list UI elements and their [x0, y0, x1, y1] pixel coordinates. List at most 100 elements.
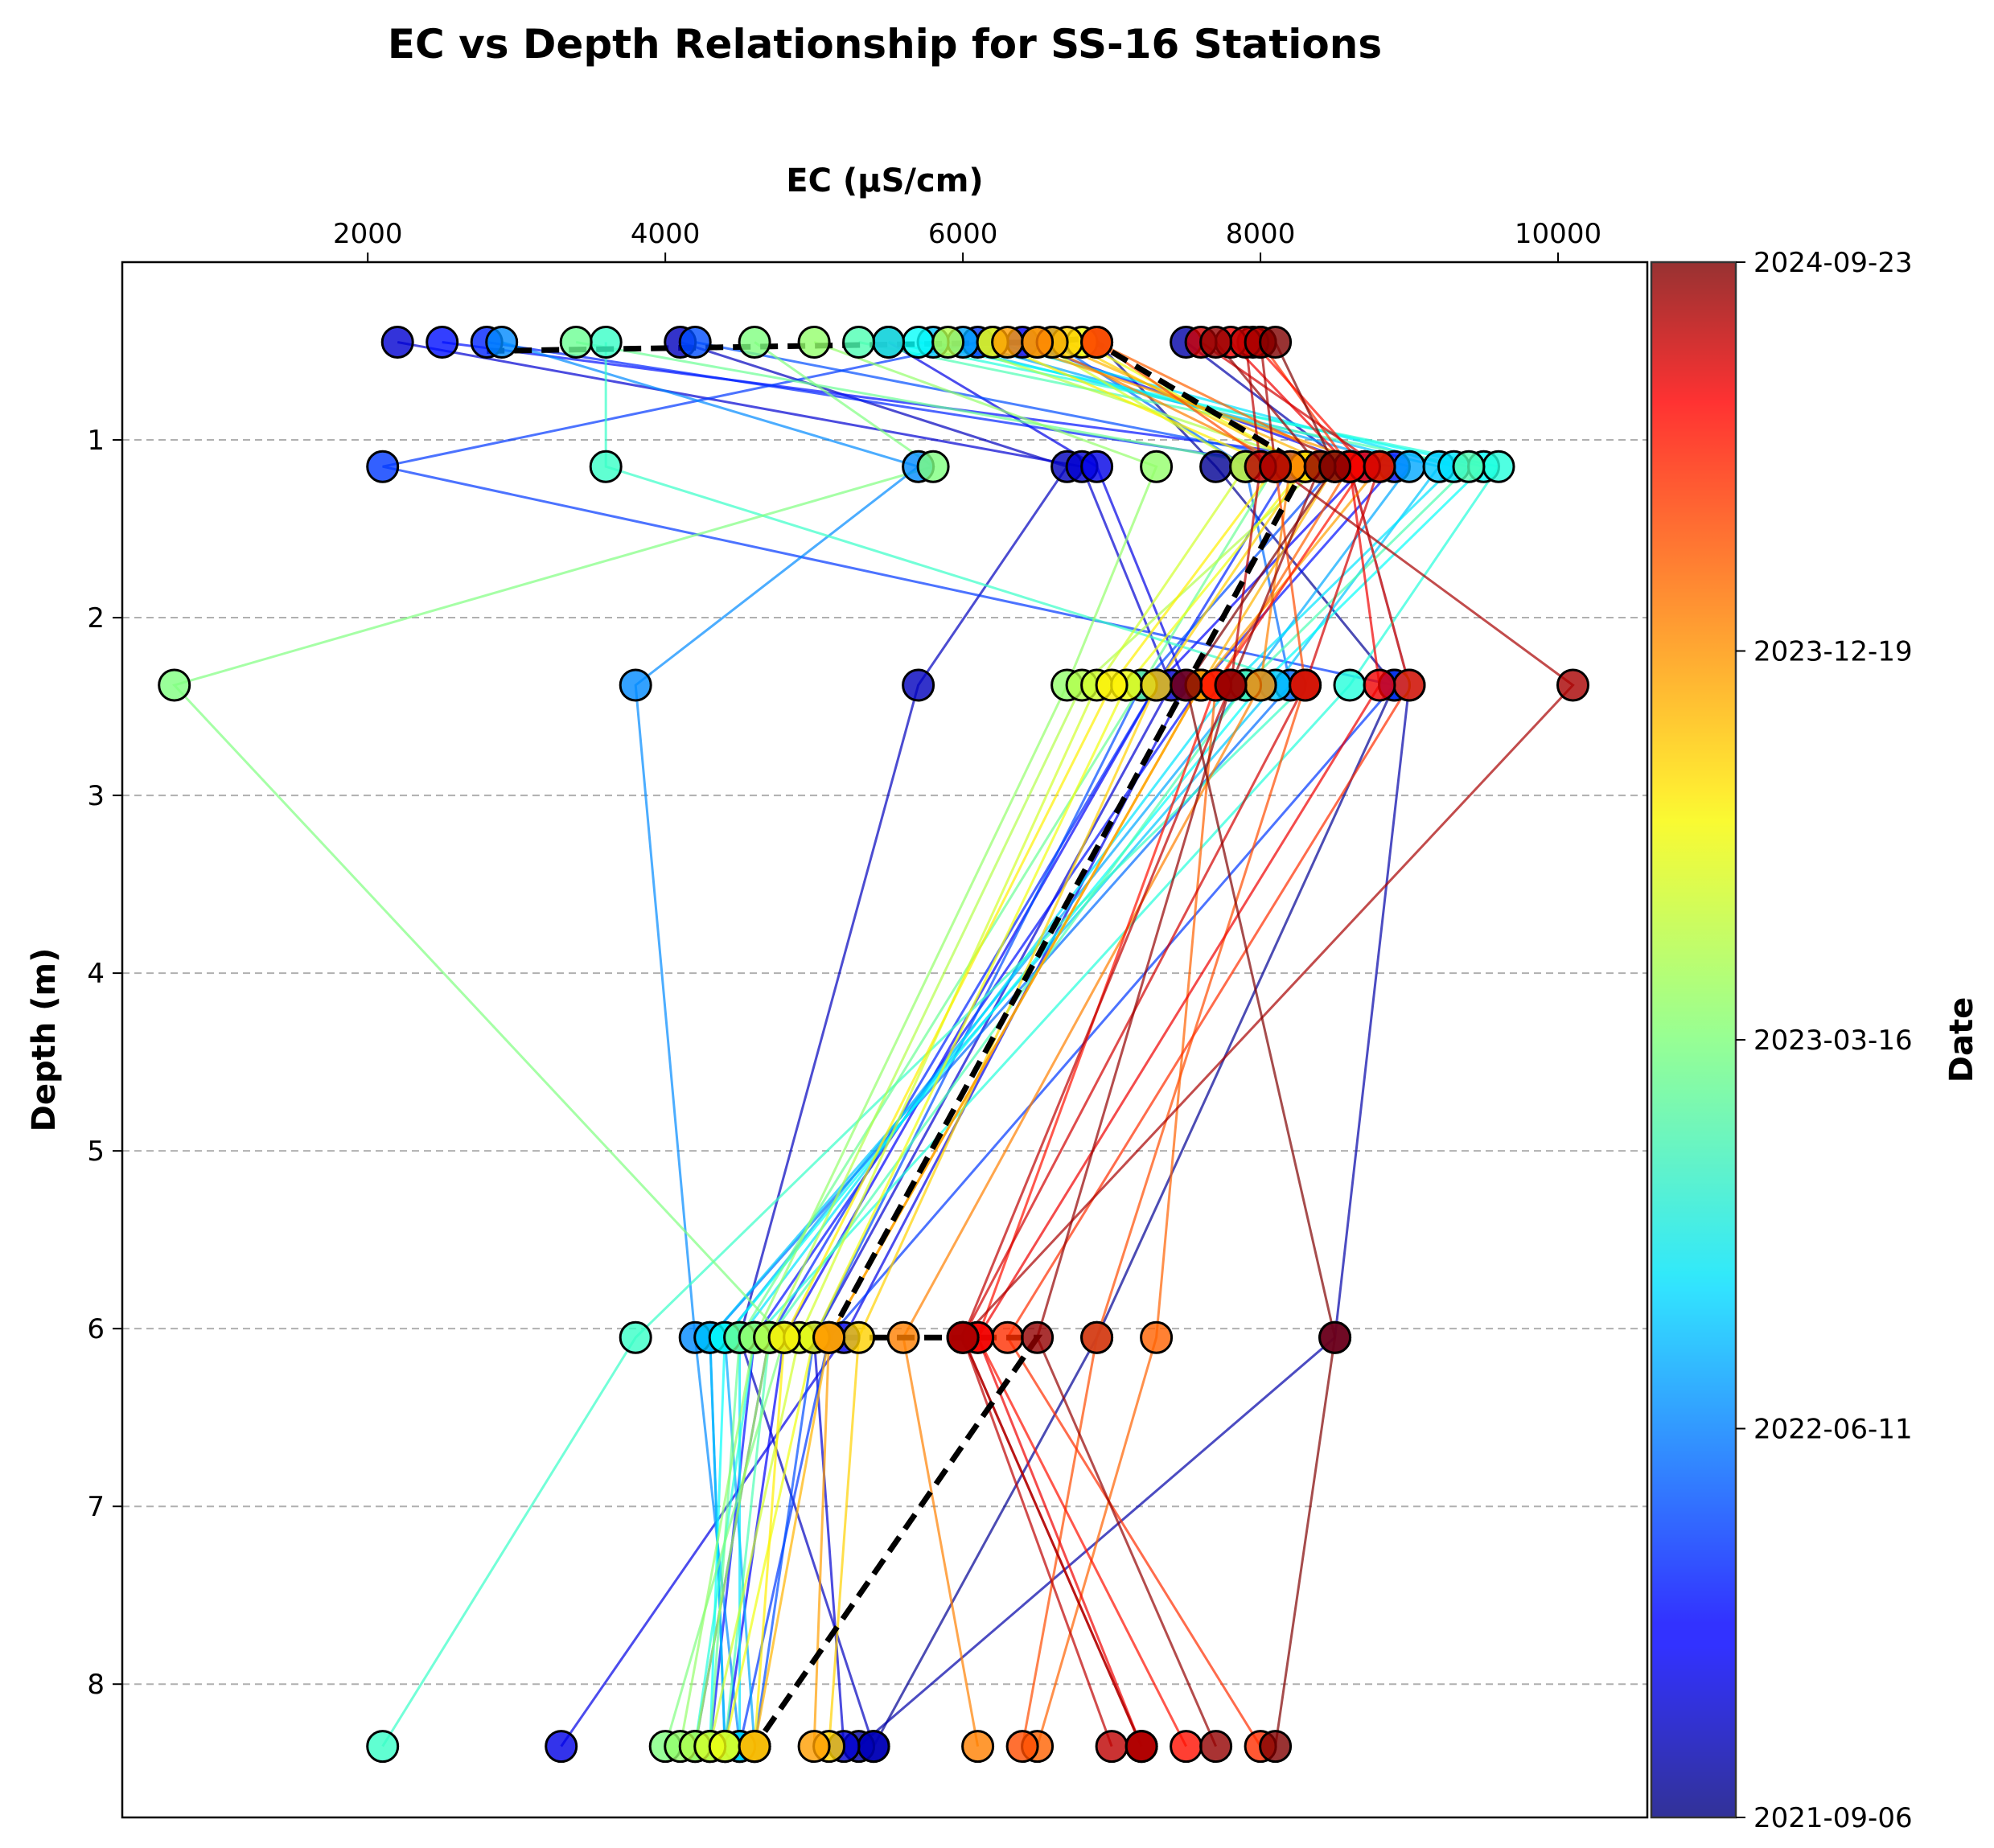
y-tick-label: 6 — [87, 1313, 105, 1345]
data-point — [485, 326, 519, 359]
colorbar-tick-label: 2023-03-16 — [1753, 1025, 1913, 1057]
data-point — [545, 1730, 578, 1764]
data-point — [366, 1730, 400, 1764]
y-tick-label: 3 — [87, 780, 105, 812]
data-point — [1392, 450, 1426, 483]
data-point — [857, 1730, 890, 1764]
data-point — [812, 1320, 846, 1354]
colorbar: 2021-09-06 2022-06-11 2023-03-16 2023-12-19… — [1650, 247, 1980, 1834]
data-point — [366, 450, 400, 483]
data-point — [842, 326, 876, 359]
data-point — [1556, 668, 1589, 702]
data-point — [589, 450, 623, 483]
data-point — [1452, 450, 1486, 483]
x-tick-label: 4000 — [631, 218, 701, 250]
data-point — [991, 326, 1025, 359]
data-point — [886, 1320, 920, 1354]
colorbar-tick-label: 2022-06-11 — [1753, 1414, 1913, 1446]
x-tick-label: 10000 — [1515, 218, 1601, 250]
data-point — [1363, 668, 1396, 702]
data-point — [797, 1730, 831, 1764]
data-point — [678, 326, 712, 359]
data-point — [1214, 668, 1248, 702]
data-point — [1170, 1730, 1203, 1764]
profile-line — [382, 341, 1397, 1747]
data-point — [738, 326, 771, 359]
colorbar-label: Date — [1943, 997, 1980, 1082]
chart-title: EC vs Depth Relationship for SS-16 Stati… — [388, 21, 1382, 68]
profile-line — [501, 341, 921, 1747]
y-tick-label: 8 — [87, 1669, 105, 1701]
x-tick-label: 8000 — [1226, 218, 1296, 250]
x-axis-top: 2000 4000 6000 8000 10000 — [333, 218, 1601, 262]
data-point — [961, 1730, 995, 1764]
data-point — [1080, 1320, 1114, 1354]
y-tick-label: 2 — [87, 602, 105, 634]
data-point — [1140, 450, 1174, 483]
data-point — [902, 326, 935, 359]
colorbar-gradient — [1650, 261, 1737, 1819]
profile-line — [694, 341, 1338, 1747]
profile-line — [693, 341, 1501, 1747]
profile-line — [857, 341, 1411, 1747]
profile-line — [723, 341, 1472, 1747]
profile-line — [753, 341, 1277, 1747]
data-point — [1482, 450, 1515, 483]
data-point — [797, 326, 831, 359]
profile-line — [709, 341, 1248, 1747]
profile-line — [560, 341, 1188, 1747]
x-axis-label: EC (µS/cm) — [786, 162, 983, 199]
data-point — [380, 326, 414, 359]
data-point — [902, 668, 935, 702]
data-point — [1363, 450, 1396, 483]
data-point — [426, 326, 459, 359]
data-point — [1095, 668, 1129, 702]
data-point — [1199, 1730, 1233, 1764]
data-point — [738, 1730, 771, 1764]
colorbar-tick-label: 2021-09-06 — [1753, 1802, 1913, 1834]
y-gridlines — [122, 439, 1647, 1686]
colorbar-tick-label: 2023-12-19 — [1753, 636, 1913, 668]
profile-line — [812, 341, 1382, 1747]
data-point — [1140, 1320, 1174, 1354]
data-point — [1021, 326, 1055, 359]
data-point — [619, 668, 652, 702]
data-point — [619, 1320, 652, 1354]
profile-line — [442, 341, 1397, 1747]
profile-line — [709, 341, 1292, 1747]
y-axis-label: Depth (m) — [26, 948, 63, 1132]
data-point — [842, 1320, 876, 1354]
data-point — [931, 326, 965, 359]
x-tick-label: 6000 — [928, 218, 998, 250]
data-point — [708, 1730, 742, 1764]
data-point — [1333, 668, 1367, 702]
data-point — [1259, 1730, 1293, 1764]
profile-line — [575, 341, 1278, 1747]
data-point — [1170, 668, 1203, 702]
data-point — [916, 450, 950, 483]
data-point — [559, 326, 593, 359]
series-profiles — [171, 341, 1575, 1747]
data-point — [1005, 1730, 1039, 1764]
colorbar-ticks: 2021-09-06 2022-06-11 2023-03-16 2023-12-19… — [1736, 247, 1913, 1834]
y-tick-label: 1 — [87, 425, 105, 457]
y-axis: 1 2 3 4 5 6 7 8 — [87, 425, 122, 1701]
y-tick-label: 5 — [87, 1135, 105, 1168]
data-point — [1140, 668, 1174, 702]
y-tick-label: 7 — [87, 1491, 105, 1523]
data-point — [1244, 668, 1277, 702]
data-point — [589, 326, 623, 359]
profile-line — [738, 341, 1457, 1747]
data-point — [1392, 668, 1426, 702]
data-points — [158, 326, 1589, 1764]
data-point — [1080, 450, 1114, 483]
data-point — [1021, 1320, 1055, 1354]
profile-line — [723, 341, 1307, 1747]
y-tick-label: 4 — [87, 958, 105, 990]
data-point — [872, 326, 906, 359]
data-point — [1318, 450, 1352, 483]
profile-line — [486, 341, 1293, 1747]
data-point — [1199, 450, 1233, 483]
data-point — [1124, 1730, 1158, 1764]
